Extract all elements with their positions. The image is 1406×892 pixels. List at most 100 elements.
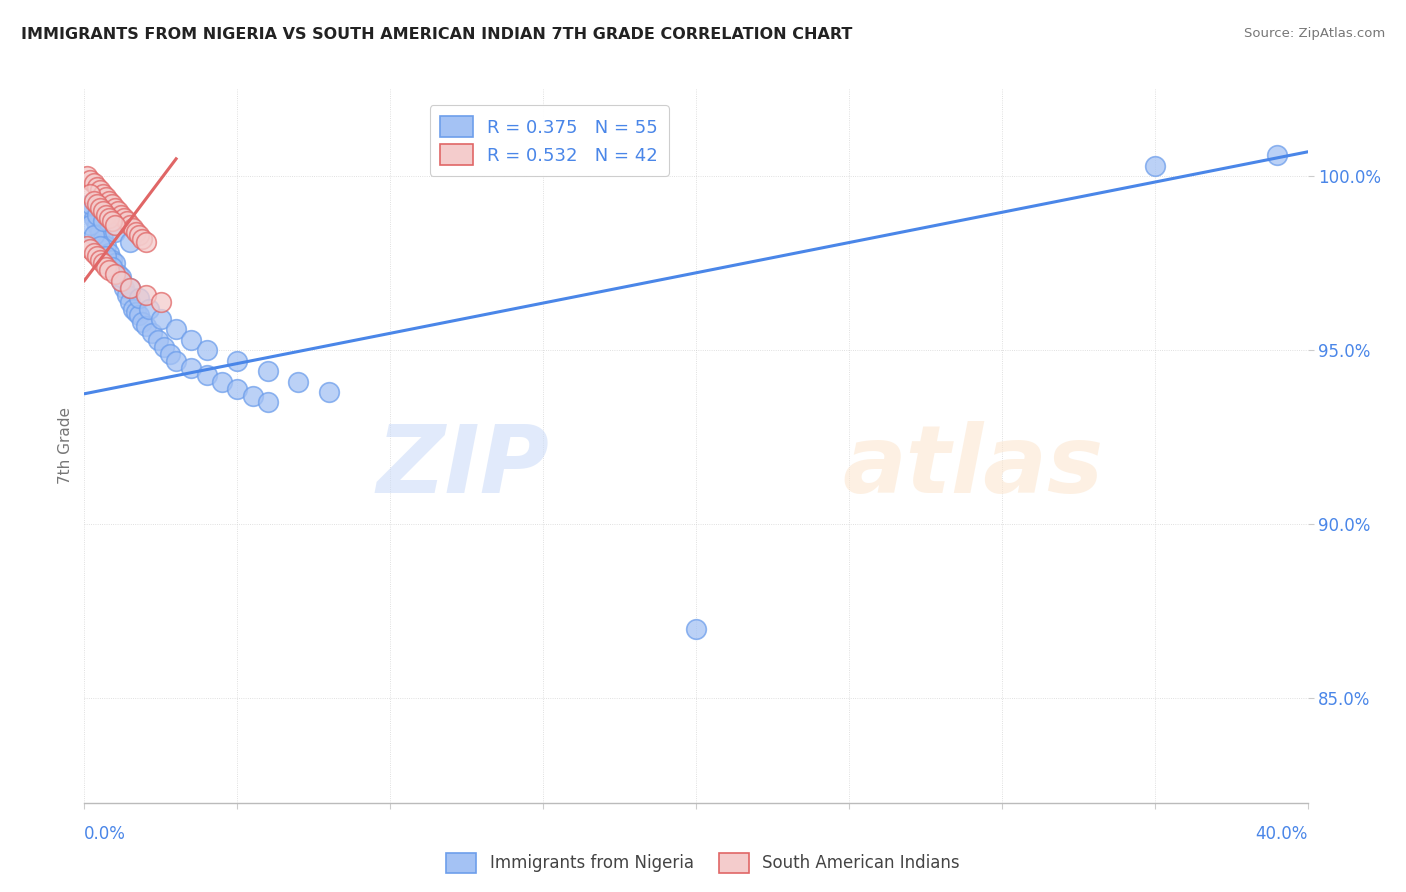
Point bbox=[165, 353, 187, 368]
Legend: Immigrants from Nigeria, South American Indians: Immigrants from Nigeria, South American … bbox=[440, 847, 966, 880]
Point bbox=[165, 322, 187, 336]
Point bbox=[149, 294, 172, 309]
Point bbox=[83, 176, 105, 190]
Point bbox=[257, 395, 280, 409]
Point bbox=[104, 218, 127, 232]
Point bbox=[79, 186, 101, 201]
Point bbox=[89, 225, 111, 239]
Point bbox=[86, 249, 108, 263]
Point bbox=[128, 291, 150, 305]
Point bbox=[97, 245, 120, 260]
Text: IMMIGRANTS FROM NIGERIA VS SOUTH AMERICAN INDIAN 7TH GRADE CORRELATION CHART: IMMIGRANTS FROM NIGERIA VS SOUTH AMERICA… bbox=[21, 27, 852, 42]
Point bbox=[107, 204, 129, 219]
Point bbox=[83, 211, 105, 225]
Point bbox=[242, 388, 264, 402]
Point bbox=[101, 260, 124, 274]
Point bbox=[91, 186, 114, 201]
Point bbox=[120, 218, 142, 232]
Point bbox=[195, 343, 218, 358]
Point bbox=[110, 274, 132, 288]
Point bbox=[125, 225, 148, 239]
Point bbox=[141, 326, 163, 340]
Point bbox=[79, 204, 101, 219]
Y-axis label: 7th Grade: 7th Grade bbox=[58, 408, 73, 484]
Point bbox=[94, 249, 117, 263]
Point bbox=[101, 252, 124, 267]
Point bbox=[107, 267, 129, 281]
Point bbox=[146, 333, 169, 347]
Text: 40.0%: 40.0% bbox=[1256, 825, 1308, 843]
Point bbox=[318, 385, 340, 400]
Point bbox=[120, 280, 142, 294]
Point bbox=[131, 232, 153, 246]
Point bbox=[180, 360, 202, 375]
Point bbox=[91, 256, 114, 270]
Point bbox=[79, 243, 101, 257]
Point bbox=[104, 225, 127, 239]
Point bbox=[86, 218, 108, 232]
Point bbox=[135, 318, 157, 333]
Point bbox=[79, 172, 101, 186]
Point bbox=[101, 214, 124, 228]
Point bbox=[101, 197, 124, 211]
Legend: R = 0.375   N = 55, R = 0.532   N = 42: R = 0.375 N = 55, R = 0.532 N = 42 bbox=[429, 105, 669, 176]
Point bbox=[120, 280, 142, 294]
Point bbox=[287, 375, 309, 389]
Point bbox=[91, 232, 114, 246]
Point bbox=[180, 333, 202, 347]
Point bbox=[226, 353, 249, 368]
Point bbox=[131, 315, 153, 329]
Point bbox=[120, 235, 142, 250]
Point bbox=[89, 252, 111, 267]
Point bbox=[76, 239, 98, 253]
Point bbox=[79, 218, 101, 232]
Point bbox=[149, 312, 172, 326]
Point bbox=[94, 260, 117, 274]
Point bbox=[104, 267, 127, 281]
Point bbox=[153, 340, 176, 354]
Point bbox=[138, 301, 160, 316]
Point bbox=[83, 194, 105, 208]
Text: Source: ZipAtlas.com: Source: ZipAtlas.com bbox=[1244, 27, 1385, 40]
Point bbox=[104, 201, 127, 215]
Point bbox=[79, 197, 101, 211]
Text: 0.0%: 0.0% bbox=[84, 825, 127, 843]
Point bbox=[83, 245, 105, 260]
Point bbox=[195, 368, 218, 382]
Point bbox=[115, 214, 138, 228]
Point bbox=[97, 211, 120, 225]
Point bbox=[1143, 159, 1166, 173]
Point bbox=[97, 194, 120, 208]
Text: atlas: atlas bbox=[842, 421, 1104, 514]
Point bbox=[128, 228, 150, 243]
Point bbox=[128, 309, 150, 323]
Point bbox=[89, 183, 111, 197]
Point bbox=[89, 239, 111, 253]
Point bbox=[104, 256, 127, 270]
Point bbox=[122, 301, 145, 316]
Point bbox=[86, 179, 108, 194]
Point bbox=[120, 294, 142, 309]
Point bbox=[91, 204, 114, 219]
Point bbox=[94, 190, 117, 204]
Point bbox=[115, 287, 138, 301]
Point bbox=[135, 235, 157, 250]
Point bbox=[91, 214, 114, 228]
Point bbox=[110, 207, 132, 221]
Point bbox=[211, 375, 233, 389]
Point bbox=[112, 211, 135, 225]
Point bbox=[122, 221, 145, 235]
Point bbox=[83, 228, 105, 243]
Point bbox=[86, 207, 108, 221]
Point bbox=[110, 270, 132, 285]
Point bbox=[257, 364, 280, 378]
Point bbox=[112, 280, 135, 294]
Point bbox=[110, 274, 132, 288]
Point bbox=[685, 622, 707, 636]
Point bbox=[159, 347, 181, 361]
Point bbox=[97, 263, 120, 277]
Point bbox=[125, 305, 148, 319]
Point bbox=[226, 382, 249, 396]
Point bbox=[86, 197, 108, 211]
Point bbox=[135, 287, 157, 301]
